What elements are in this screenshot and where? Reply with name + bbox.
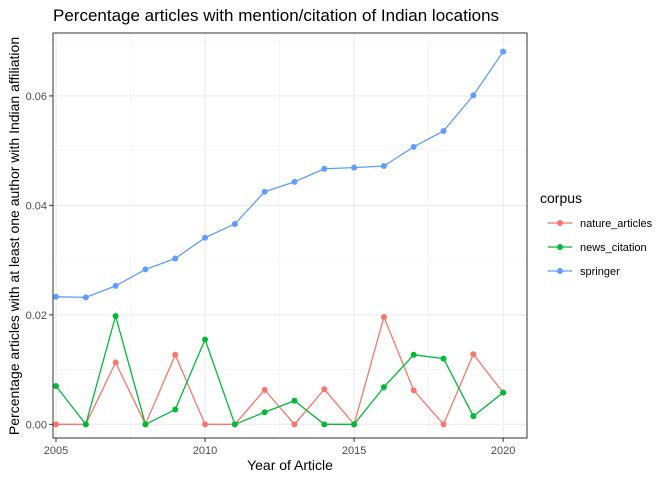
data-point-nature_articles <box>440 421 447 428</box>
data-point-news_citation <box>52 383 59 390</box>
data-point-springer <box>410 143 417 150</box>
data-point-nature_articles <box>172 351 179 358</box>
plot-border <box>52 32 528 439</box>
data-point-nature_articles <box>291 421 298 428</box>
data-point-springer <box>52 293 59 300</box>
data-point-news_citation <box>500 389 507 396</box>
data-point-nature_articles <box>321 386 328 393</box>
data-point-springer <box>231 221 238 228</box>
y-tick-label: 0.06 <box>26 91 47 103</box>
data-point-news_citation <box>410 351 417 358</box>
legend-label: news_citation <box>580 242 647 254</box>
data-point-springer <box>351 164 358 171</box>
data-point-news_citation <box>112 312 119 319</box>
series-layer <box>52 48 507 428</box>
data-point-news_citation <box>380 384 387 391</box>
data-point-nature_articles <box>410 387 417 394</box>
data-point-nature_articles <box>112 359 119 366</box>
series-springer <box>52 48 507 301</box>
series-line-springer <box>55 51 504 298</box>
data-point-nature_articles <box>202 421 209 428</box>
x-axis-title: Year of Article <box>247 457 333 473</box>
data-point-nature_articles <box>380 314 387 321</box>
data-point-news_citation <box>202 336 209 343</box>
data-point-news_citation <box>470 413 477 420</box>
y-axis: 0.00 0.02 0.04 0.06 <box>26 91 53 431</box>
data-point-news_citation <box>321 421 328 428</box>
x-tick-label: 2015 <box>342 445 366 457</box>
data-point-news_citation <box>440 355 447 362</box>
data-point-springer <box>142 266 149 273</box>
data-point-springer <box>321 165 328 172</box>
data-point-news_citation <box>172 406 179 413</box>
legend-key-point <box>557 244 563 250</box>
legend-key-point <box>557 268 563 274</box>
series-news_citation <box>52 312 507 428</box>
chart-title: Percentage articles with mention/citatio… <box>53 6 499 25</box>
data-point-news_citation <box>351 421 358 428</box>
data-point-springer <box>500 48 507 55</box>
data-point-springer <box>440 127 447 134</box>
legend-item-nature_articles: nature_articles <box>548 218 653 230</box>
data-point-nature_articles <box>52 421 59 428</box>
plot-background <box>53 33 527 438</box>
data-point-springer <box>172 255 179 262</box>
plot-panel <box>52 32 528 439</box>
data-point-nature_articles <box>470 351 477 358</box>
legend-key-point <box>557 220 563 226</box>
series-line-news_citation <box>55 313 504 426</box>
y-tick-label: 0.00 <box>26 419 47 431</box>
y-tick-label: 0.04 <box>26 200 47 212</box>
x-tick-label: 2010 <box>193 445 217 457</box>
legend-label: springer <box>580 266 620 278</box>
x-axis: 2005 2010 2015 2020 <box>44 438 515 457</box>
y-axis-title: Percentage articles with at least one au… <box>6 37 22 435</box>
data-point-news_citation <box>291 397 298 404</box>
x-tick-label: 2005 <box>44 445 68 457</box>
y-tick-label: 0.02 <box>26 310 47 322</box>
data-point-news_citation <box>82 421 89 428</box>
grid-lines <box>53 33 527 438</box>
legend-title: corpus <box>540 190 582 206</box>
data-point-news_citation <box>142 421 149 428</box>
legend: corpus nature_articles news_citationsprin… <box>540 190 653 278</box>
legend-item-springer: springer <box>548 266 620 278</box>
data-point-springer <box>470 92 477 99</box>
legend-label: nature_articles <box>580 218 653 230</box>
data-point-nature_articles <box>261 386 268 393</box>
data-point-news_citation <box>261 409 268 416</box>
data-point-springer <box>291 178 298 185</box>
data-point-springer <box>380 162 387 169</box>
data-point-springer <box>112 282 119 289</box>
x-tick-label: 2020 <box>491 445 515 457</box>
legend-item-news_citation: news_citation <box>548 242 647 254</box>
data-point-springer <box>261 188 268 195</box>
data-point-news_citation <box>231 421 238 428</box>
data-point-springer <box>202 234 209 241</box>
data-point-springer <box>82 294 89 301</box>
